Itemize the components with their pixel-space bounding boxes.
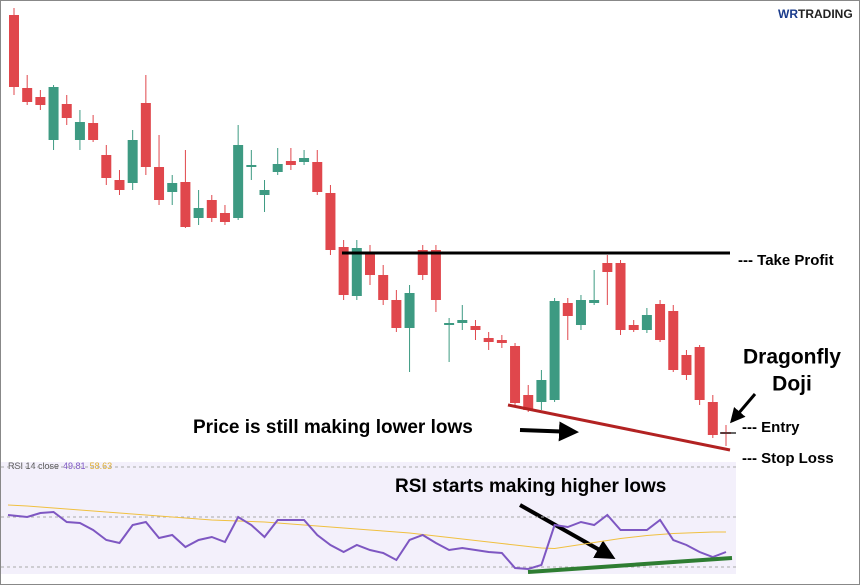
candle-body bbox=[233, 145, 244, 218]
candle-body bbox=[259, 190, 270, 195]
candle-body bbox=[615, 263, 626, 330]
candle-body bbox=[523, 395, 534, 410]
candle-body bbox=[575, 300, 586, 325]
rsi-value: 49.81 bbox=[63, 461, 86, 471]
candle-body bbox=[206, 200, 217, 218]
candle-body bbox=[167, 183, 178, 192]
candle-body bbox=[549, 301, 560, 400]
candle-body bbox=[681, 355, 692, 375]
rsi-arrow bbox=[519, 503, 616, 559]
candle-body bbox=[378, 275, 389, 300]
candle-body bbox=[562, 303, 573, 316]
price-annotation: Price is still making lower lows bbox=[193, 417, 473, 438]
candle-body bbox=[312, 162, 323, 192]
logo-prefix: WR bbox=[778, 7, 798, 21]
candle-body bbox=[417, 250, 428, 275]
candle-body bbox=[602, 263, 613, 272]
candle-body bbox=[48, 87, 59, 140]
candle-body bbox=[496, 340, 507, 343]
candle-body bbox=[35, 97, 46, 105]
rsi-trendline bbox=[527, 556, 733, 574]
candle-body bbox=[114, 180, 125, 190]
candle-body bbox=[707, 402, 718, 435]
entry-label: --- Entry bbox=[742, 419, 800, 436]
stop-loss-line bbox=[507, 403, 731, 452]
candle-body bbox=[88, 123, 99, 140]
rsi-line bbox=[7, 510, 727, 571]
candle-body bbox=[61, 104, 72, 118]
doji-arrow bbox=[730, 393, 757, 424]
price-arrow bbox=[519, 421, 579, 442]
candle-body bbox=[22, 88, 33, 102]
candle-body bbox=[365, 252, 375, 275]
candle-body bbox=[219, 213, 230, 222]
candle-body bbox=[127, 140, 138, 183]
pattern-line-1: Dragonfly bbox=[743, 346, 841, 369]
candle-body bbox=[9, 15, 19, 87]
candle-body bbox=[628, 325, 639, 330]
candle-body bbox=[641, 315, 652, 330]
stop-loss-label: --- Stop Loss bbox=[742, 450, 834, 467]
candle-body bbox=[655, 304, 666, 340]
candle-body bbox=[351, 248, 362, 296]
candle-body bbox=[299, 158, 310, 162]
candle-body bbox=[338, 247, 349, 295]
candle-body bbox=[536, 380, 547, 402]
candle-body bbox=[74, 122, 85, 140]
candle-body bbox=[589, 300, 600, 303]
candle-body bbox=[404, 293, 415, 328]
rsi-label: RSI 14 close 49.81 58.63 bbox=[8, 461, 112, 471]
take-profit-label: --- Take Profit bbox=[738, 252, 834, 269]
rsi-ma-value: 58.63 bbox=[90, 461, 113, 471]
candle-body bbox=[180, 182, 191, 227]
candle-body bbox=[285, 161, 296, 165]
candle-body bbox=[391, 300, 402, 328]
rsi-ma-line bbox=[7, 504, 726, 550]
candle-body bbox=[140, 103, 151, 167]
candle-body bbox=[483, 338, 494, 342]
logo: WRTRADING bbox=[778, 7, 853, 21]
candle-body bbox=[510, 346, 521, 403]
candle-body bbox=[430, 250, 441, 300]
rsi-annotation: RSI starts making higher lows bbox=[395, 476, 666, 497]
candle-body bbox=[325, 193, 336, 250]
candle-body bbox=[272, 164, 283, 172]
candle-body bbox=[444, 323, 455, 325]
candle-body bbox=[457, 320, 468, 323]
candle-body bbox=[246, 165, 257, 167]
rsi-name: RSI 14 close bbox=[8, 461, 59, 471]
candle-body bbox=[470, 326, 481, 330]
pattern-line-2: Doji bbox=[772, 373, 812, 396]
candle-body bbox=[154, 167, 165, 200]
candle-body bbox=[668, 311, 679, 370]
candle-body bbox=[694, 347, 705, 400]
logo-name: TRADING bbox=[798, 7, 853, 21]
candle-body bbox=[193, 208, 204, 218]
candle-body bbox=[101, 155, 112, 178]
